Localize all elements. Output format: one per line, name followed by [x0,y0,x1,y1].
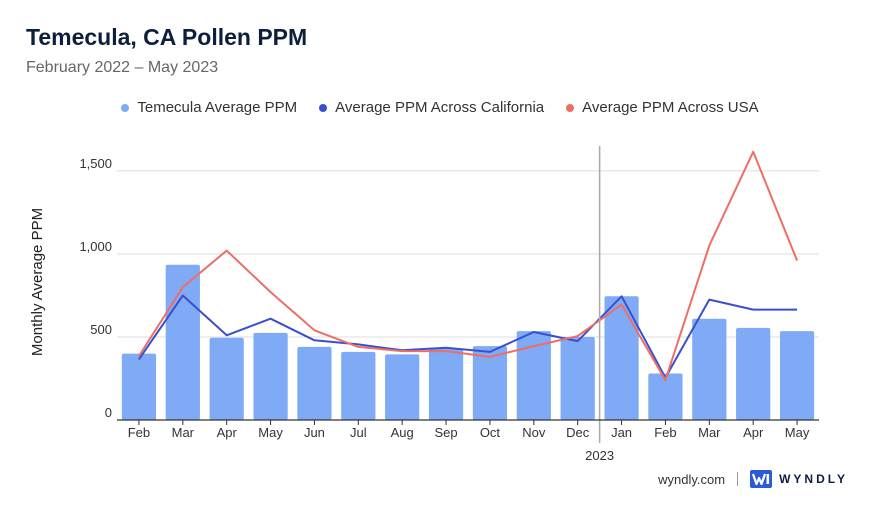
line-series-usa[interactable] [138,150,799,382]
y-tick-label: 1,500 [79,156,112,171]
brand-logo[interactable]: WYNDLY [750,470,848,488]
bar-nov-9[interactable] [516,331,551,420]
x-tick-label: Sep [434,425,457,440]
x-tick-label: Feb [654,425,676,440]
x-tick-label: Jan [611,425,632,440]
bar-jul-5[interactable] [341,351,376,420]
x-tick-label: May [785,425,810,440]
line-series-california[interactable] [138,294,798,379]
bar-oct-8[interactable] [472,346,508,420]
x-tick-label: Mar [698,425,721,440]
bar-dec-10[interactable] [560,336,595,420]
legend-marker-temecula [121,103,130,112]
bar-series-temecula [121,264,815,420]
year-label: 2023 [585,448,614,463]
x-tick-label: Apr [217,425,238,440]
bar-may-3[interactable] [253,332,288,420]
chart-subtitle: February 2022 – May 2023 [26,59,219,76]
bar-jun-4[interactable] [297,346,332,420]
site-link[interactable]: wyndly.com [658,471,726,487]
bar-feb-0[interactable] [121,353,157,420]
bar-sep-7[interactable] [428,348,464,420]
legend-marker-usa [566,103,575,112]
y-axis-label: Monthly Average PPM [29,208,46,356]
x-tick-label: May [258,425,283,440]
bar-apr-14[interactable] [736,327,771,420]
footer: wyndly.com WYNDLY [658,470,848,488]
bar-feb-12[interactable] [648,373,683,420]
x-tick-label: Dec [566,425,590,440]
axes: 0 500 1,000 1,500 2023 Feb Mar Apr May Jun Jul Aug S… [79,146,819,463]
line-series [138,150,799,382]
bar-aug-6[interactable] [385,354,420,420]
legend-label-california: Average PPM Across California [335,99,545,116]
x-tick-label: Jun [304,425,325,440]
y-tick-label: 0 [105,405,112,420]
x-tick-label: Jul [350,425,367,440]
bar-may-15[interactable] [779,331,815,420]
x-tick-label: Apr [743,425,764,440]
x-tick-label: Nov [522,425,546,440]
legend-label-usa: Average PPM Across USA [582,99,759,116]
legend-item-usa[interactable]: Average PPM Across USA [566,99,759,116]
legend-marker-california [319,103,328,112]
chart-legend: Temecula Average PPM Average PPM Across … [0,99,880,116]
x-tick-label: Feb [128,425,150,440]
legend-item-california[interactable]: Average PPM Across California [319,99,544,116]
wyndly-logo-icon [750,470,773,488]
chart-title: Temecula, CA Pollen PPM [26,24,308,50]
x-tick-label: Aug [391,425,414,440]
y-tick-label: 1,000 [79,239,112,254]
legend-label-temecula: Temecula Average PPM [137,99,298,116]
legend-item-temecula[interactable]: Temecula Average PPM [121,99,297,116]
brand-wordmark: WYNDLY [779,472,848,486]
bar-mar-13[interactable] [692,318,727,420]
x-tick-label: Mar [172,425,195,440]
x-tick-label: Oct [480,425,501,440]
bar-jan-11[interactable] [604,296,639,420]
y-tick-label: 500 [90,322,112,337]
footer-divider [737,472,739,486]
bar-apr-2[interactable] [209,337,244,420]
